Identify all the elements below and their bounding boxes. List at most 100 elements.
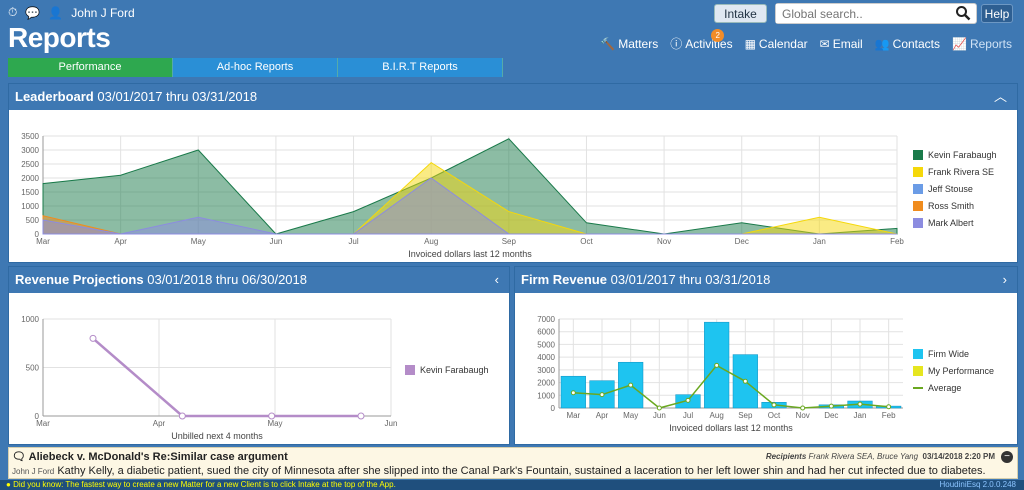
clock-icon[interactable]: ⏱ [8, 5, 18, 19]
legend-swatch [913, 217, 923, 228]
data-point [357, 412, 365, 420]
x-tick-label: Apr [596, 411, 609, 420]
nav-matters[interactable]: 🔨 Matters [600, 37, 658, 51]
y-tick-label: 6000 [537, 328, 555, 337]
chart-icon: 📈 [952, 36, 967, 51]
leaderboard-legend-item[interactable]: Ross Smith [913, 197, 997, 214]
x-tick-label: Oct [580, 237, 593, 246]
x-tick-label: May [623, 411, 638, 420]
average-point [857, 401, 863, 407]
x-axis-title: Invoiced dollars last 12 months [669, 423, 793, 433]
revenue-projections-legend-item[interactable]: Kevin Farabaugh [405, 361, 489, 378]
firm-revenue-legend-item[interactable]: Average [913, 379, 994, 396]
data-point [268, 412, 276, 420]
x-tick-label: Jan [854, 411, 867, 420]
average-point [685, 397, 691, 403]
chevron-right-icon[interactable]: › [1002, 272, 1007, 287]
top-bar: ⏱ 💬 👤 John J Ford Reports Intake Help 🔨M… [0, 0, 1024, 62]
note-title[interactable]: Aliebeck v. McDonald's Re:Similar case a… [28, 451, 288, 463]
recipients-list: Frank Rivera SEA, Bruce Yang [808, 452, 919, 461]
nav-contacts[interactable]: 👥 Contacts [875, 37, 940, 51]
tab-birt-reports[interactable]: B.I.R.T Reports [338, 58, 503, 77]
note-card[interactable]: 🗨 Aliebeck v. McDonald's Re:Similar case… [8, 447, 1018, 479]
y-tick-label: 1000 [21, 315, 39, 324]
legend-label: Frank Rivera SE [928, 166, 995, 177]
average-point [599, 392, 605, 398]
leaderboard-legend-item[interactable]: Frank Rivera SE [913, 163, 997, 180]
leaderboard-title: Leaderboard [15, 89, 94, 104]
y-tick-label: 2000 [537, 379, 555, 388]
data-point [89, 334, 97, 342]
note-title-row: 🗨 Aliebeck v. McDonald's Re:Similar case… [12, 450, 288, 463]
firm-revenue-legend-item[interactable]: Firm Wide [913, 345, 994, 362]
y-tick-label: 4000 [537, 353, 555, 362]
y-tick-label: 500 [26, 216, 40, 225]
x-tick-label: Jul [348, 237, 358, 246]
collapse-note-icon[interactable]: − [1001, 451, 1013, 463]
legend-swatch [913, 348, 923, 359]
x-tick-label: Dec [824, 411, 838, 420]
average-point [656, 405, 662, 411]
x-tick-label: Dec [735, 237, 749, 246]
x-tick-label: Aug [424, 237, 438, 246]
leaderboard-panel: Leaderboard 03/01/2017 thru 03/31/2018 ︿ … [8, 83, 1018, 263]
intake-button[interactable]: Intake [714, 4, 767, 23]
data-point [178, 412, 186, 420]
leaderboard-legend-item[interactable]: Jeff Stouse [913, 180, 997, 197]
x-tick-label: Jul [683, 411, 693, 420]
search-icon[interactable] [955, 5, 971, 26]
firm-revenue-legend-item[interactable]: My Performance [913, 362, 994, 379]
legend-swatch [405, 364, 415, 375]
search-input[interactable] [776, 4, 946, 23]
revenue-projections-header[interactable]: Revenue Projections 03/01/2018 thru 06/3… [9, 267, 509, 293]
top-left-icons: ⏱ 💬 👤 John J Ford [8, 5, 135, 20]
chat-icon[interactable]: 💬 [25, 5, 41, 20]
y-tick-label: 1000 [537, 391, 555, 400]
y-tick-label: 0 [35, 230, 40, 239]
nav-reports[interactable]: 📈 Reports [952, 37, 1012, 51]
revenue-projections-chart: 0 500 1000 Mar Apr May Jun Unbilled next 4 mont… [21, 315, 397, 441]
firm-revenue-panel: Firm Revenue 03/01/2017 thru 03/31/2018 ›… [514, 266, 1018, 445]
legend-label: Kevin Farabaugh [420, 364, 489, 375]
global-search[interactable] [775, 3, 977, 24]
page-title: Reports [8, 22, 111, 53]
legend-label: Firm Wide [928, 348, 969, 359]
firm-revenue-header[interactable]: Firm Revenue 03/01/2017 thru 03/31/2018 › [515, 267, 1017, 293]
x-tick-label: Jun [269, 237, 282, 246]
leaderboard-legend-item[interactable]: Mark Albert [913, 214, 997, 231]
x-axis-title: Invoiced dollars last 12 months [408, 249, 532, 259]
main-nav: 🔨 Matters ⓘ Activities 2 ▦ Calendar ✉ Email 👥… [600, 29, 1012, 52]
recipients-label: Recipients [765, 452, 807, 461]
average-point [886, 404, 892, 410]
chevron-left-icon[interactable]: ‹ [494, 272, 499, 287]
nav-calendar[interactable]: ▦ Calendar [745, 37, 808, 51]
average-point [570, 390, 576, 396]
line-series [92, 337, 361, 418]
help-button[interactable]: Help [981, 4, 1013, 23]
leaderboard-header[interactable]: Leaderboard 03/01/2017 thru 03/31/2018 ︿ [9, 84, 1017, 110]
user-name[interactable]: John J Ford [71, 5, 135, 20]
x-tick-label: Sep [738, 411, 753, 420]
user-icon: 👤 [48, 5, 64, 20]
y-tick-label: 1500 [21, 188, 39, 197]
x-tick-label: Oct [768, 411, 781, 420]
legend-swatch [913, 386, 923, 389]
y-tick-label: 3000 [537, 366, 555, 375]
nav-activities[interactable]: ⓘ Activities 2 [670, 29, 733, 52]
legend-swatch [913, 200, 923, 211]
y-tick-label: 1000 [21, 202, 39, 211]
y-tick-label: 5000 [537, 340, 555, 349]
contacts-icon: 👥 [874, 36, 890, 51]
nav-email[interactable]: ✉ Email [820, 37, 863, 51]
x-tick-label: Jun [653, 411, 666, 420]
legend-swatch [913, 149, 923, 160]
tab-performance[interactable]: Performance [8, 58, 173, 77]
leaderboard-legend-item[interactable]: Kevin Farabaugh [913, 146, 997, 163]
x-tick-label: Nov [796, 411, 810, 420]
collapse-icon[interactable]: ︿ [993, 89, 1007, 104]
comment-icon: 🗨 [12, 451, 26, 463]
y-tick-label: 7000 [537, 315, 555, 324]
tab-adhoc-reports[interactable]: Ad-hoc Reports [173, 58, 338, 77]
nav-email-label: Email [832, 36, 863, 51]
average-point [628, 382, 634, 388]
